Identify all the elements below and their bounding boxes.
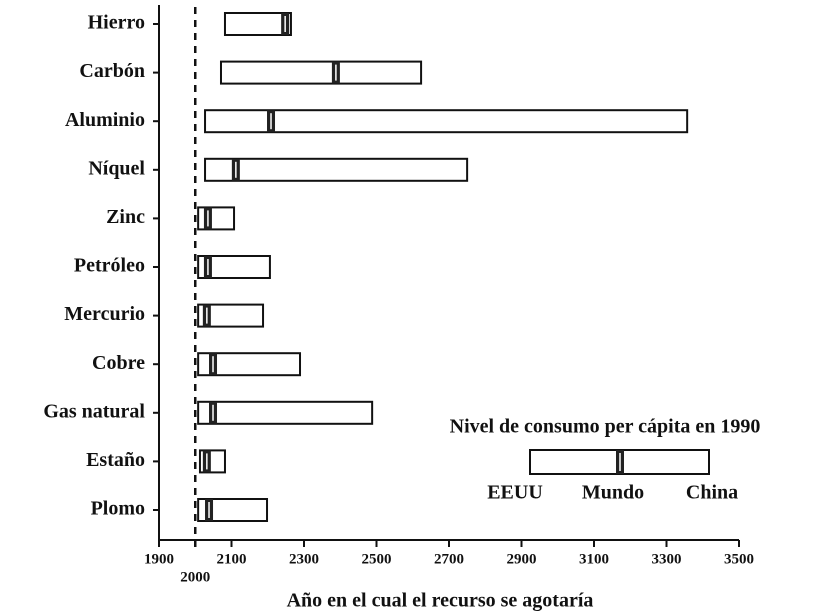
x-tick-label: 1900 <box>144 551 174 567</box>
legend-label: Mundo <box>582 482 644 504</box>
y-tick-label: Zinc <box>106 206 145 228</box>
y-tick-label: Níquel <box>88 157 145 179</box>
x-axis-label: Año en el cual el recurso se agotaría <box>287 590 594 612</box>
range-bar <box>204 109 689 134</box>
x-tick-label: 2300 <box>289 551 319 567</box>
reference-label: 2000 <box>180 569 210 585</box>
y-tick-label: Plomo <box>91 498 145 520</box>
range-bar <box>197 206 236 231</box>
range-bar <box>223 12 292 36</box>
y-tick-label: Carbón <box>79 60 145 82</box>
legend-label: China <box>686 482 738 504</box>
range-bar <box>197 498 269 522</box>
y-tick-label: Cobre <box>92 352 145 374</box>
x-tick-label: 2900 <box>507 551 537 567</box>
y-tick-label: Petróleo <box>74 255 145 277</box>
y-tick-label: Hierro <box>88 12 145 34</box>
x-tick-label: 2500 <box>362 551 392 567</box>
y-tick-label: Estaño <box>86 449 145 471</box>
range-bar <box>197 400 374 425</box>
x-tick-label: 3300 <box>652 551 682 567</box>
range-bar <box>197 352 302 377</box>
legend-label: EEUU <box>487 482 543 504</box>
y-tick-label: Gas natural <box>43 400 145 422</box>
range-bar <box>197 303 265 328</box>
y-tick-label: Mercurio <box>64 303 145 325</box>
y-tick-label: Aluminio <box>65 109 145 131</box>
range-bar <box>204 157 469 182</box>
x-tick-label: 3500 <box>724 551 754 567</box>
range-bar <box>197 255 271 279</box>
range-bar <box>219 60 423 85</box>
x-tick-label: 3100 <box>579 551 609 567</box>
legend-title: Nivel de consumo per cápita en 1990 <box>450 416 761 438</box>
x-tick-label: 2700 <box>434 551 464 567</box>
x-tick-label: 2100 <box>217 551 247 567</box>
